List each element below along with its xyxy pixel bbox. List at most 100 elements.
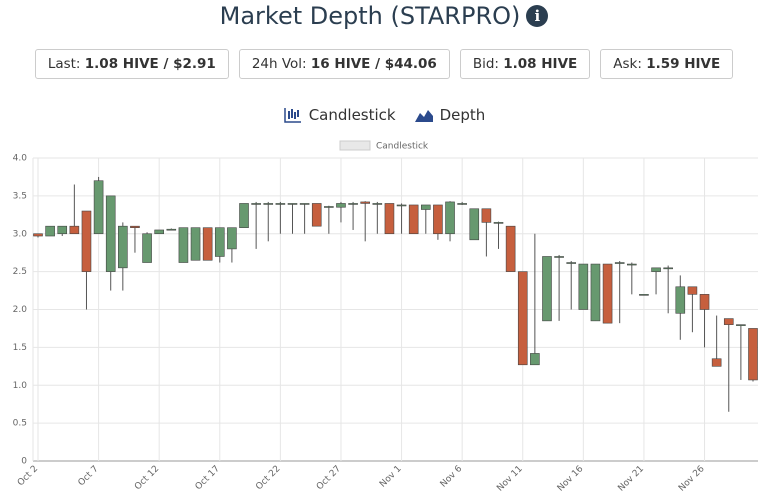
candle-body — [578, 263, 589, 310]
x-tick-label: Nov 6 — [439, 464, 465, 490]
candle-body — [663, 267, 673, 270]
legend-swatch[interactable] — [339, 140, 371, 151]
candle-body — [687, 286, 698, 295]
candle-body — [505, 225, 516, 272]
tab-depth[interactable]: Depth — [414, 106, 486, 124]
candle-body — [93, 180, 104, 235]
x-tick-label: Oct 27 — [315, 464, 343, 492]
candle-body — [736, 324, 746, 326]
candle-body — [554, 256, 564, 258]
x-tick-label: Oct 12 — [133, 464, 161, 492]
candle-body — [130, 225, 140, 228]
y-tick-label: 0.5 — [13, 419, 27, 429]
candle-body — [45, 225, 55, 237]
candle-body — [299, 203, 310, 205]
candle-body — [190, 227, 201, 261]
candle-body — [614, 262, 625, 264]
candle-body — [251, 203, 261, 205]
title: Market Depth (STARPRO) — [219, 2, 521, 30]
candle-body — [336, 203, 346, 208]
tab-label: Candlestick — [308, 106, 396, 124]
x-tick-label: Nov 26 — [677, 464, 707, 494]
stat: Ask: 1.59 HIVE — [600, 49, 734, 79]
candle-body — [178, 227, 189, 263]
candle-body — [33, 233, 43, 237]
candle-body — [517, 271, 528, 366]
candle-body — [263, 203, 274, 205]
candle-body — [566, 262, 577, 264]
candle-body — [275, 203, 286, 205]
x-tick-label: Oct 2 — [16, 464, 40, 488]
legend-label[interactable]: Candlestick — [376, 142, 429, 152]
candle-body — [324, 206, 334, 208]
candle-body — [287, 203, 298, 205]
candle-body — [372, 203, 383, 205]
candle-body — [481, 208, 492, 223]
y-tick-label: 3.0 — [13, 229, 28, 239]
candle-body — [651, 267, 661, 272]
tab-candlestick[interactable]: Candlestick — [283, 106, 396, 124]
candlestick-icon — [283, 108, 301, 123]
candle-body — [166, 228, 177, 231]
tab-label: Depth — [439, 106, 486, 124]
candle-body — [493, 222, 504, 224]
candle-body — [627, 263, 637, 266]
candle-body — [105, 195, 116, 272]
stat-value: 16 HIVE / $44.06 — [310, 56, 437, 72]
candle-body — [639, 294, 649, 296]
candle-body — [469, 208, 480, 241]
candle-body — [408, 204, 419, 235]
x-tick-label: Oct 7 — [77, 464, 101, 488]
stat-value: 1.59 HIVE — [646, 56, 721, 72]
y-tick-label: 2.5 — [13, 267, 27, 277]
candle-body — [723, 318, 734, 325]
candle-body — [118, 225, 128, 269]
candle-body — [227, 227, 237, 250]
candle-body — [711, 358, 722, 367]
candle-body — [602, 263, 613, 324]
candle-body — [396, 204, 407, 207]
y-tick-label: 3.5 — [13, 191, 27, 201]
depth-icon — [414, 110, 433, 122]
candle-body — [360, 201, 371, 204]
candle-body — [154, 229, 164, 235]
candle-body — [699, 294, 710, 310]
candle-body — [457, 203, 467, 205]
candle-body — [202, 227, 213, 261]
candle-body — [420, 204, 431, 210]
candle-body — [311, 203, 322, 227]
stat: Last: 1.08 HIVE / $2.91 — [34, 49, 229, 79]
y-tick-label: 2.0 — [13, 305, 28, 315]
stat-value: 1.08 HIVE — [503, 56, 578, 72]
candle-body — [384, 203, 395, 235]
tabs: Candlestick Depth — [0, 106, 768, 124]
stat-label: Bid: — [472, 56, 499, 72]
candle-body — [675, 286, 686, 314]
y-tick-label: 0 — [21, 457, 27, 467]
y-tick-label: 1.0 — [13, 381, 28, 391]
x-tick-label: Nov 16 — [556, 464, 586, 494]
stat: Bid: 1.08 HIVE — [459, 49, 591, 79]
stats: Last: 1.08 HIVE / $2.91 24h Vol: 16 HIVE… — [0, 49, 768, 79]
candle-body — [348, 203, 358, 205]
info-icon[interactable]: i — [526, 5, 549, 27]
x-tick-label: Oct 17 — [194, 464, 222, 492]
x-tick-label: Nov 21 — [616, 464, 646, 494]
candle-body — [542, 256, 552, 322]
candle-body — [530, 353, 540, 366]
stat-label: Ask: — [613, 56, 642, 72]
candle-body — [81, 210, 92, 272]
x-tick-label: Nov 1 — [378, 464, 404, 490]
candle-body — [748, 328, 758, 381]
title-row: Market Depth (STARPRO) i — [0, 2, 768, 30]
stat: 24h Vol: 16 HIVE / $44.06 — [238, 49, 450, 79]
candle-body — [445, 201, 455, 235]
y-tick-label: 4.0 — [13, 154, 28, 164]
stat-label: 24h Vol: — [251, 56, 307, 72]
candle-body — [433, 204, 443, 235]
x-tick-label: Nov 11 — [495, 464, 525, 494]
candle-body — [142, 233, 152, 263]
x-tick-label: Oct 22 — [254, 464, 282, 492]
